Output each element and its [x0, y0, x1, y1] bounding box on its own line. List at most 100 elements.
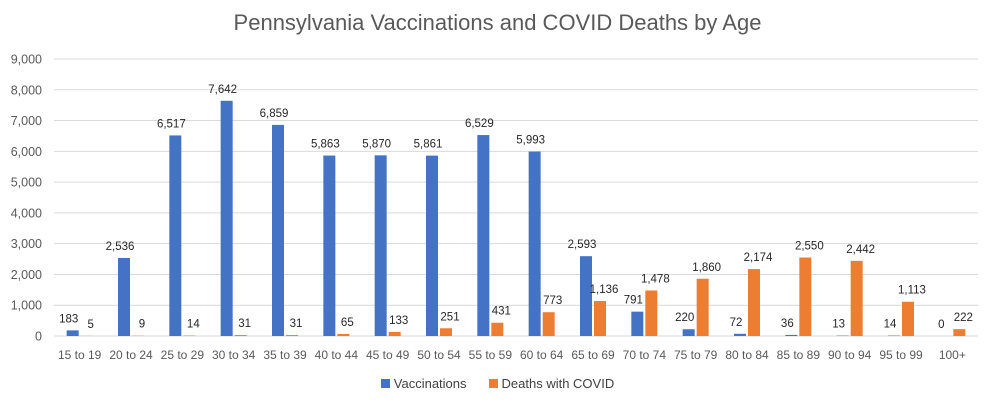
data-label: 2,174 [744, 252, 773, 264]
bar-deaths [234, 335, 247, 336]
x-tick-label: 85 to 89 [777, 348, 821, 362]
data-label: 431 [492, 306, 511, 318]
x-tick-label: 55 to 59 [469, 348, 513, 362]
bar-vaccinations [220, 100, 233, 336]
data-label: 251 [440, 311, 459, 323]
y-tick-label: 0 [35, 330, 42, 344]
data-label: 1,478 [641, 274, 670, 286]
x-tick-label: 40 to 44 [315, 348, 359, 362]
data-label: 72 [730, 317, 743, 329]
data-label: 2,536 [106, 241, 135, 253]
x-tick-label: 35 to 39 [263, 348, 307, 362]
bar-vaccinations [323, 155, 336, 336]
data-label: 1,860 [692, 262, 721, 274]
bar-deaths [953, 329, 966, 336]
bar-deaths [440, 328, 452, 336]
bar-vaccinations [631, 311, 644, 336]
chart-legend: Vaccinations Deaths with COVID [0, 376, 995, 391]
bar-deaths [645, 290, 658, 336]
data-label: 222 [954, 312, 973, 324]
data-label: 220 [675, 312, 694, 324]
y-tick-label: 9,000 [11, 53, 42, 67]
x-tick-label: 70 to 74 [623, 348, 667, 362]
data-label: 2,442 [846, 244, 875, 256]
bar-deaths [542, 312, 555, 336]
data-label: 36 [781, 318, 794, 330]
y-tick-label: 6,000 [11, 145, 42, 159]
bar-vaccinations [528, 151, 541, 336]
data-label: 6,517 [157, 118, 186, 130]
legend-label-deaths: Deaths with COVID [501, 376, 615, 391]
bar-deaths [748, 269, 760, 336]
data-label: 9 [139, 319, 145, 331]
data-label: 5,993 [516, 135, 545, 147]
x-tick-label: 60 to 64 [520, 348, 564, 362]
data-label: 1,113 [898, 285, 926, 297]
legend-label-vaccinations: Vaccinations [393, 376, 467, 391]
bar-deaths [286, 335, 298, 336]
data-label: 65 [341, 317, 354, 329]
data-label: 5 [87, 319, 93, 331]
x-tick-label: 15 to 19 [58, 348, 102, 362]
x-tick-label: 20 to 24 [109, 348, 153, 362]
data-label: 2,550 [795, 241, 824, 253]
bar-deaths [388, 331, 401, 336]
bar-deaths [594, 301, 606, 336]
legend-item-vaccinations: Vaccinations [380, 376, 467, 391]
bar-deaths [902, 301, 914, 336]
data-label: 14 [884, 319, 897, 331]
data-label: 31 [238, 318, 251, 330]
bar-vaccinations [580, 256, 592, 336]
y-tick-label: 2,000 [11, 268, 42, 282]
data-label: 13 [832, 319, 845, 331]
y-tick-label: 5,000 [11, 176, 42, 190]
bar-vaccinations [785, 334, 798, 336]
bar-deaths [799, 257, 812, 336]
x-tick-label: 50 to 54 [417, 348, 461, 362]
chart-title: Pennsylvania Vaccinations and COVID Deat… [233, 10, 762, 35]
bar-vaccinations [374, 155, 387, 336]
x-tick-label: 30 to 34 [212, 348, 256, 362]
x-tick-label: 75 to 79 [674, 348, 718, 362]
x-tick-label: 45 to 49 [366, 348, 410, 362]
bar-vaccinations [682, 329, 695, 336]
data-label: 773 [543, 295, 562, 307]
y-tick-label: 1,000 [11, 299, 42, 313]
data-label: 6,859 [260, 108, 289, 120]
x-tick-label: 100+ [939, 348, 966, 362]
bar-vaccinations [734, 333, 746, 336]
x-tick-label: 65 to 69 [571, 348, 615, 362]
legend-swatch-vaccinations [380, 379, 390, 388]
data-label: 1,136 [590, 284, 619, 296]
data-label: 133 [389, 315, 408, 327]
y-tick-label: 4,000 [11, 206, 42, 220]
data-label: 183 [59, 313, 78, 325]
data-label: 791 [624, 295, 643, 307]
bar-vaccinations [426, 155, 438, 336]
data-label: 14 [187, 319, 200, 331]
bar-deaths [491, 322, 504, 336]
bar-vaccinations [169, 135, 182, 336]
data-label: 5,861 [414, 139, 443, 151]
x-tick-label: 25 to 29 [161, 348, 205, 362]
data-label: 7,642 [208, 84, 237, 96]
bar-vaccinations [272, 124, 284, 336]
data-label: 5,870 [362, 138, 391, 150]
bar-deaths [337, 333, 350, 336]
y-tick-label: 3,000 [11, 237, 42, 251]
data-label: 0 [938, 319, 944, 331]
bar-deaths [696, 278, 709, 336]
bar-deaths [850, 260, 863, 336]
bar-vaccinations [66, 330, 79, 336]
x-tick-label: 90 to 94 [828, 348, 872, 362]
y-tick-label: 7,000 [11, 114, 42, 128]
legend-item-deaths: Deaths with COVID [488, 376, 615, 391]
y-tick-label: 8,000 [11, 83, 42, 97]
x-tick-label: 80 to 84 [725, 348, 769, 362]
legend-swatch-deaths [488, 379, 498, 388]
x-tick-label: 95 to 99 [879, 348, 923, 362]
bar-vaccinations [118, 257, 130, 336]
data-label: 2,593 [568, 239, 597, 251]
data-label: 6,529 [465, 118, 494, 130]
